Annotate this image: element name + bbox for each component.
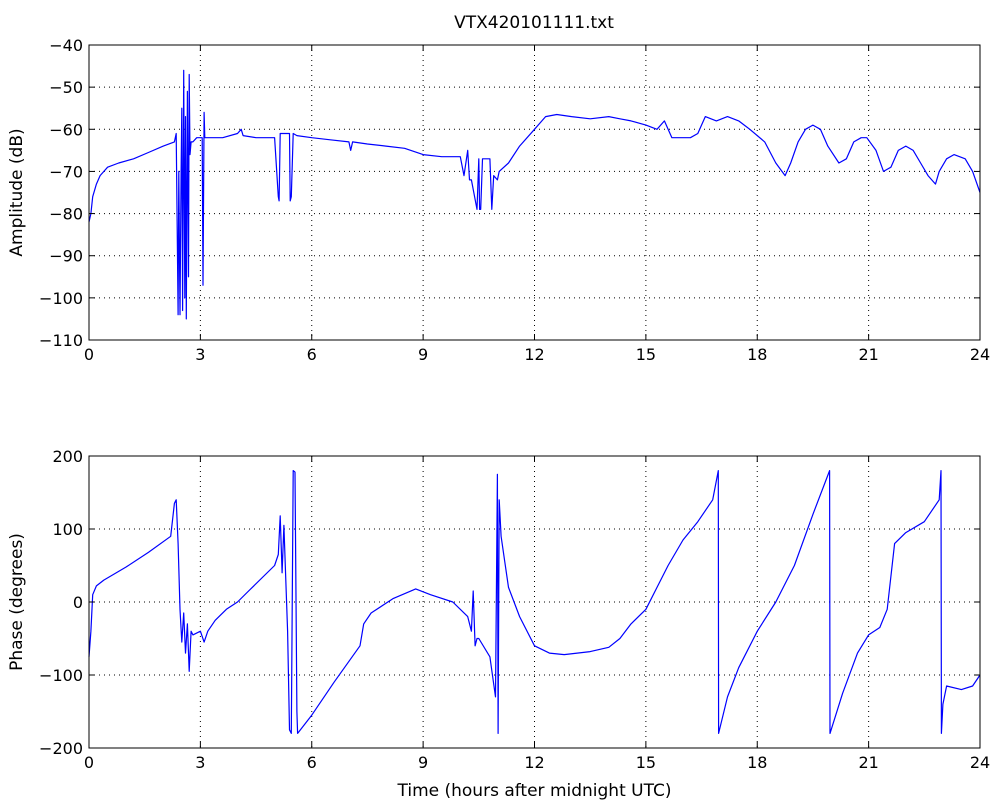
phase-ticks: 0 3 6 9 12 15 18 21 24 −200 −100 0 100 200	[39, 447, 990, 772]
phase-x-axis-label: Time (hours after midnight UTC)	[396, 781, 671, 801]
amplitude-grid	[89, 45, 980, 340]
phase-x-tick-label: 21	[858, 753, 878, 772]
phase-x-tick-label: 12	[524, 753, 544, 772]
phase-x-tick-label: 24	[970, 753, 990, 772]
amplitude-ticks: 0 3 6 9 12 15 18 21 24 −110 −100 −90 −80 −70 −60 −50 −40	[39, 36, 990, 364]
amplitude-x-tick-label: 3	[195, 345, 205, 364]
phase-y-axis-label: Phase (degrees)	[7, 533, 27, 671]
amplitude-y-tick-label: −80	[49, 205, 83, 224]
amplitude-y-axis-label: Amplitude (dB)	[7, 128, 27, 256]
amplitude-y-tick-label: −60	[49, 120, 83, 139]
phase-series-line	[88, 470, 981, 734]
amplitude-y-tick-label: −90	[49, 247, 83, 266]
amplitude-y-tick-label: −70	[49, 162, 83, 181]
phase-grid	[89, 456, 980, 748]
amplitude-x-tick-label: 24	[970, 345, 990, 364]
phase-y-tick-label: −100	[39, 666, 83, 685]
amplitude-series-line	[88, 69, 981, 320]
amplitude-x-tick-label: 6	[307, 345, 317, 364]
phase-x-tick-label: 3	[195, 753, 205, 772]
amplitude-x-tick-label: 12	[524, 345, 544, 364]
phase-y-tick-label: 200	[52, 447, 83, 466]
amplitude-x-tick-label: 21	[858, 345, 878, 364]
phase-x-tick-label: 0	[84, 753, 94, 772]
phase-y-tick-label: 100	[52, 520, 83, 539]
amplitude-y-tick-label: −40	[49, 36, 83, 55]
phase-x-tick-label: 6	[307, 753, 317, 772]
phase-panel: 0 3 6 9 12 15 18 21 24 −200 −100 0 100 200 Phase (deg…	[7, 447, 990, 801]
phase-x-tick-label: 15	[636, 753, 656, 772]
amplitude-chart-title: VTX420101111.txt	[454, 13, 614, 33]
phase-x-tick-label: 18	[747, 753, 767, 772]
amplitude-y-tick-label: −110	[39, 331, 83, 350]
phase-y-tick-label: −200	[39, 739, 83, 758]
phase-x-tick-label: 9	[418, 753, 428, 772]
amplitude-x-tick-label: 18	[747, 345, 767, 364]
amplitude-x-tick-label: 9	[418, 345, 428, 364]
amplitude-x-tick-label: 0	[84, 345, 94, 364]
amplitude-series	[88, 69, 981, 320]
amplitude-panel: VTX420101111.txt 0 3 6 9 12 15 18 21 24 −110 −100 −…	[7, 13, 990, 364]
phase-y-tick-label: 0	[73, 593, 83, 612]
amplitude-y-tick-label: −50	[49, 78, 83, 97]
phase-series	[88, 470, 981, 734]
amplitude-y-tick-label: −100	[39, 289, 83, 308]
amplitude-x-tick-label: 15	[636, 345, 656, 364]
